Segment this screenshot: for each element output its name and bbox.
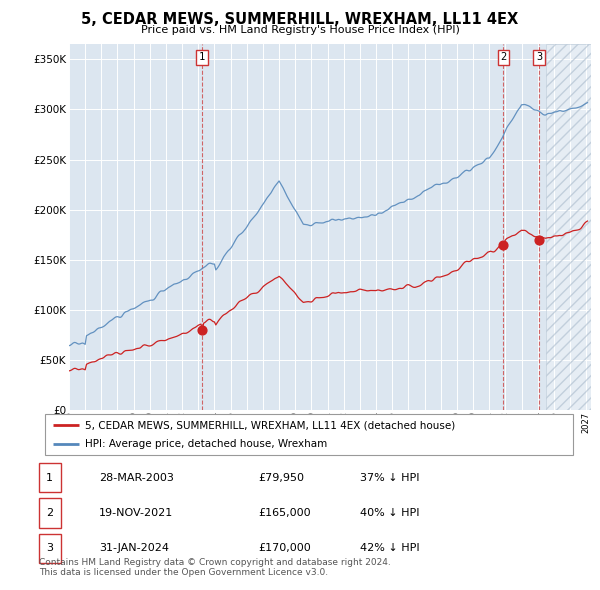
Text: 5, CEDAR MEWS, SUMMERHILL, WREXHAM, LL11 4EX (detached house): 5, CEDAR MEWS, SUMMERHILL, WREXHAM, LL11…	[85, 420, 455, 430]
Text: £170,000: £170,000	[258, 543, 311, 553]
FancyBboxPatch shape	[39, 534, 61, 563]
Bar	[546, 44, 591, 410]
Text: 2: 2	[46, 508, 53, 518]
Text: 37% ↓ HPI: 37% ↓ HPI	[360, 473, 419, 483]
Text: £165,000: £165,000	[258, 508, 311, 518]
Text: 19-NOV-2021: 19-NOV-2021	[99, 508, 173, 518]
Text: 31-JAN-2024: 31-JAN-2024	[99, 543, 169, 553]
Text: 40% ↓ HPI: 40% ↓ HPI	[360, 508, 419, 518]
Text: 1: 1	[199, 53, 205, 63]
Text: HPI: Average price, detached house, Wrexham: HPI: Average price, detached house, Wrex…	[85, 440, 327, 450]
Text: Price paid vs. HM Land Registry's House Price Index (HPI): Price paid vs. HM Land Registry's House …	[140, 25, 460, 35]
FancyBboxPatch shape	[39, 463, 61, 492]
FancyBboxPatch shape	[45, 414, 573, 455]
Text: Contains HM Land Registry data © Crown copyright and database right 2024.
This d: Contains HM Land Registry data © Crown c…	[39, 558, 391, 577]
Text: 1: 1	[46, 473, 53, 483]
Point	[534, 235, 544, 244]
Text: £79,950: £79,950	[258, 473, 304, 483]
Point	[499, 240, 508, 250]
Text: 5, CEDAR MEWS, SUMMERHILL, WREXHAM, LL11 4EX: 5, CEDAR MEWS, SUMMERHILL, WREXHAM, LL11…	[82, 12, 518, 27]
Text: 2: 2	[500, 53, 506, 63]
Bar	[546, 44, 591, 410]
Text: 3: 3	[46, 543, 53, 553]
Point	[197, 325, 207, 335]
Text: 28-MAR-2003: 28-MAR-2003	[99, 473, 174, 483]
Text: 42% ↓ HPI: 42% ↓ HPI	[360, 543, 419, 553]
FancyBboxPatch shape	[39, 499, 61, 527]
Text: 3: 3	[536, 53, 542, 63]
